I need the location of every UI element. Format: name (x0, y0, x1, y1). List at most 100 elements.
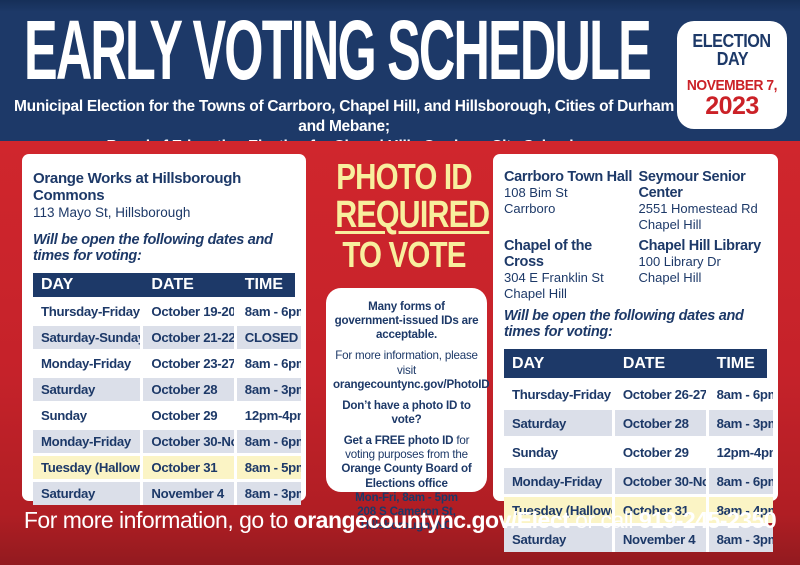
time-cell: 8am - 6pm (708, 468, 773, 495)
photo-id-heading-line-1: PHOTO ID (336, 156, 472, 197)
office-street: 208 S Cameron St, (357, 504, 456, 518)
location-item: Seymour Senior Center 2551 Homestead Rd Ch… (639, 169, 768, 233)
table-row: Thursday-Friday October 26-27 8am - 6pm (504, 381, 773, 408)
location-city: Chapel Hill (638, 216, 702, 232)
table-header-row: DAY DATE TIME (33, 273, 295, 297)
election-day-year: 2023 (705, 91, 759, 120)
column-header: DATE (151, 276, 194, 293)
day-cell: Thursday-Friday (33, 300, 141, 323)
footer-prefix: For more information, go to (23, 507, 294, 533)
date-cell: October 28 (143, 378, 234, 401)
locations-grid: Carrboro Town Hall 108 Bim St Carrboro Seym… (504, 169, 767, 301)
day-cell: Thursday-Friday (504, 381, 612, 408)
photo-id-acceptable-note: Many forms of government-issued IDs are … (334, 300, 479, 342)
location-item: Carrboro Town Hall 108 Bim St Carrboro (504, 169, 633, 233)
date-cell: October 26-27 (614, 381, 706, 408)
time-cell: 8am - 6pm (236, 300, 301, 323)
location-name: Chapel of the Cross (504, 237, 592, 270)
site-name: Orange Works at Hillsborough Commons (33, 170, 242, 204)
time-cell: 8am - 6pm (236, 430, 301, 453)
day-cell: Saturday (33, 378, 141, 401)
office-hours: Mon-Fri, 8am - 5pm (355, 490, 458, 504)
photo-id-heading-line-2: REQUIRED (335, 193, 490, 236)
date-cell: November 4 (614, 526, 706, 553)
photo-id-question: Don’t have a photo ID to vote? (342, 398, 471, 426)
column-header: TIME (244, 276, 283, 293)
voting-schedule-table-right: DAY DATE TIME Thursday-Friday October 26-27 8… (504, 349, 773, 553)
time-cell: 8am - 3pm (708, 526, 773, 553)
hillsborough-schedule-panel: Orange Works at Hillsborough Commons 113… (22, 154, 306, 505)
day-cell: Saturday (33, 482, 141, 505)
photo-id-url: orangecountync.gov/PhotoID (333, 377, 490, 391)
day-cell: Monday-Friday (33, 430, 141, 453)
open-note-right: Will be open the following dates and tim… (504, 308, 744, 341)
free-photo-id-lead: Get a FREE photo ID (343, 434, 454, 448)
location-name: Chapel Hill Library (638, 237, 762, 254)
location-city: Carrboro (504, 200, 556, 216)
day-cell: Tuesday (Halloween) (504, 497, 612, 524)
time-cell: CLOSED (236, 326, 301, 349)
photo-id-info-box: Many forms of government-issued IDs are … (326, 288, 490, 532)
day-cell: Saturday (504, 526, 612, 553)
time-cell: 8am - 3pm (236, 482, 301, 505)
free-photo-id-details: Get a FREE photo ID for voting purposes … (333, 434, 480, 533)
election-day-date: NOVEMBER 7, (686, 76, 778, 94)
time-cell: 8am - 4pm (708, 497, 773, 524)
time-cell: 8am - 6pm (236, 352, 301, 375)
photo-id-more-info-text: For more information, please visit (335, 349, 478, 377)
election-day-label: ELECTION (692, 31, 772, 52)
site-address: 113 Mayo St, Hillsborough (33, 205, 191, 220)
date-cell: October 29 (143, 404, 234, 427)
chapel-hill-schedule-panel: Carrboro Town Hall 108 Bim St Carrboro Seym… (493, 154, 778, 553)
subtitle-line-1: Municipal Election for the Towns of Carr… (14, 98, 674, 136)
location-address: 108 Bim St (504, 185, 568, 200)
body-background: Orange Works at Hillsborough Commons 113… (0, 141, 800, 565)
location-city: Chapel Hill (638, 269, 702, 285)
photo-id-more-info: For more information, please visit orang… (333, 349, 490, 391)
location-address: 100 Library Dr (638, 253, 721, 269)
location-item: Chapel of the Cross 304 E Franklin St Chap… (504, 238, 633, 302)
table-header-row: DAY DATE TIME (504, 349, 767, 379)
column-header: DATE (622, 354, 666, 372)
day-cell: Monday-Friday (504, 468, 612, 495)
column-header: DAY (512, 354, 545, 372)
day-cell: Sunday (33, 404, 141, 427)
column-header: TIME (716, 354, 755, 372)
date-cell: October 30-Nov. 3 (143, 430, 234, 453)
date-cell: October 21-22 (143, 326, 234, 349)
time-cell: 8am - 6pm (708, 381, 773, 408)
date-cell: October 19-20 (143, 300, 234, 323)
photo-id-heading: PHOTO ID REQUIRED TO VOTE (318, 156, 490, 276)
day-cell: Monday-Friday (33, 352, 141, 375)
header-banner: EARLY VOTING SCHEDULE Municipal Election… (0, 0, 800, 155)
location-city: Chapel Hill (504, 285, 567, 301)
location-name: Seymour Senior Center (638, 169, 746, 201)
date-cell: November 4 (143, 482, 234, 505)
column-header: DAY (41, 276, 74, 293)
day-cell: Saturday (504, 410, 612, 437)
office-city: Hillsborough, NC (360, 518, 453, 532)
voting-schedule-table: DAY DATE TIME Thursday-Friday October 19-20 8… (33, 273, 301, 505)
time-cell: 8am - 3pm (236, 378, 301, 401)
footer-phone: 919-245-2350 (638, 507, 777, 533)
time-cell: 8am - 3pm (708, 410, 773, 437)
election-day-label-2: DAY (716, 48, 748, 69)
time-cell: 8am - 5pm (236, 456, 301, 479)
open-note: Will be open the following dates and tim… (33, 232, 273, 264)
election-day-badge: ELECTION DAY NOVEMBER 7, 2023 (677, 21, 787, 129)
footer-contact-line: For more information, go to orangecounty… (0, 507, 800, 534)
photo-id-heading-line-3: TO VOTE (342, 234, 466, 276)
location-name: Carrboro Town Hall (504, 169, 633, 185)
date-cell: October 30-Nov. 3 (614, 468, 706, 495)
location-item: Chapel Hill Library 100 Library Dr Chapel … (639, 238, 768, 302)
